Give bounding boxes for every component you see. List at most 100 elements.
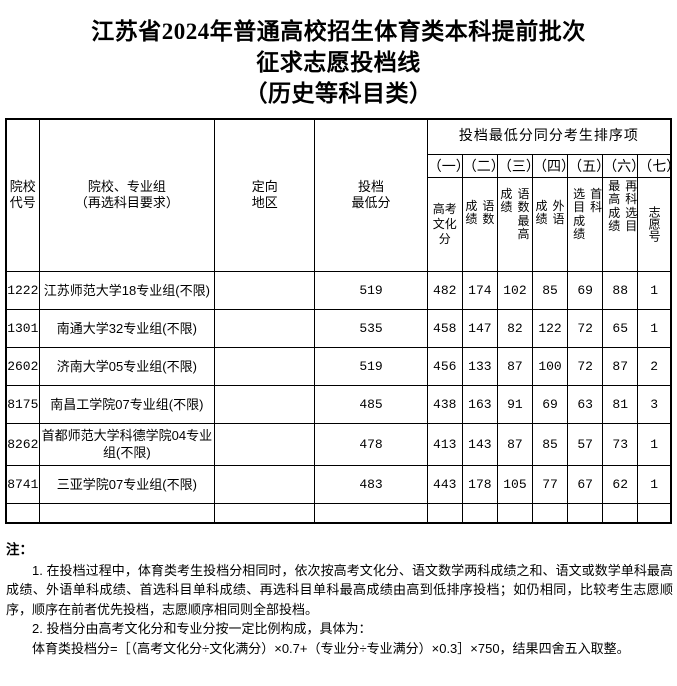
table-row[interactable]: 8262 首都师范大学科德学院04专业组(不限) 478 413 143 87 … bbox=[5, 422, 672, 466]
cell-tiebreak-2: 174 bbox=[461, 270, 498, 310]
note-item-1: 1. 在投档过程中，体育类考生投档分相同时，依次按高考文化分、语文数学两科成绩之… bbox=[6, 562, 673, 617]
th-major-group-l2: （再选科目要求） bbox=[74, 195, 179, 211]
cell-min-score: 483 bbox=[314, 464, 428, 504]
cell-tiebreak-4: 100 bbox=[531, 346, 569, 386]
empty-cell bbox=[461, 502, 498, 524]
cell-region bbox=[214, 346, 316, 386]
cell-tiebreak-1: 443 bbox=[426, 464, 463, 504]
th-sub-2-c1: 语数 bbox=[482, 198, 495, 226]
cell-region bbox=[214, 464, 316, 504]
th-sub-4-c1: 外语 bbox=[552, 198, 565, 226]
th-sub-6-col1: 再科 选目 bbox=[625, 178, 638, 234]
empty-cell bbox=[637, 502, 672, 524]
th-sub-2-c2: 成绩 bbox=[465, 198, 478, 226]
th-sub-7-text: 志愿号 bbox=[647, 206, 662, 242]
th-sub-chinese-math-max: 语数 最高 成绩 bbox=[496, 176, 533, 272]
table-head: 院校 代号 院校、专业组 （再选科目要求） 定向 地区 投档 最低分 bbox=[5, 118, 677, 272]
header-row-romans: （一） （二） （三） （四） （五） （六） （七） bbox=[6, 153, 677, 178]
th-sub-5-c1: 首科 bbox=[590, 186, 603, 214]
th-sub-5-c2: 选目成绩 bbox=[573, 186, 586, 241]
cell-tiebreak-1: 438 bbox=[426, 384, 463, 424]
cell-school-name: 首都师范大学科德学院04专业组(不限) bbox=[38, 422, 216, 466]
cell-tiebreak-7: 3 bbox=[637, 384, 672, 424]
empty-cell bbox=[38, 502, 216, 524]
cell-tiebreak-3: 102 bbox=[496, 270, 533, 310]
empty-cell bbox=[567, 502, 604, 524]
table-row[interactable]: 8175 南昌工学院07专业组(不限) 485 438 163 91 69 63… bbox=[5, 384, 672, 424]
th-sub-3-col1: 语数 最高 bbox=[515, 186, 532, 242]
cell-tiebreak-2: 147 bbox=[461, 308, 498, 348]
cell-tiebreak-2: 178 bbox=[461, 464, 498, 504]
cell-school-code: 8262 bbox=[5, 422, 40, 466]
cell-tiebreak-6: 88 bbox=[602, 270, 639, 310]
note-item-2-formula: 体育类投档分=［（高考文化分÷文化满分）×0.7+（专业分÷专业满分）×0.3］… bbox=[32, 640, 630, 656]
title-line-1: 江苏省2024年普通高校招生体育类本科提前批次 bbox=[91, 19, 586, 44]
cell-school-name: 南通大学32专业组(不限) bbox=[38, 308, 216, 348]
cell-school-name: 江苏师范大学18专业组(不限) bbox=[38, 270, 216, 310]
th-major-group: 院校、专业组 （再选科目要求） bbox=[38, 118, 216, 272]
empty-cell bbox=[426, 502, 463, 524]
table-row[interactable]: 2602 济南大学05专业组(不限) 519 456 133 87 100 72… bbox=[5, 346, 672, 386]
th-sub-4-c2: 成绩 bbox=[535, 198, 548, 226]
th-region-l2: 地区 bbox=[251, 195, 278, 211]
th-school-code: 院校 代号 bbox=[5, 118, 40, 272]
th-tiebreak-group: 投档最低分同分考生排序项 bbox=[426, 118, 672, 155]
table-row-empty bbox=[5, 502, 672, 524]
cell-tiebreak-6: 73 bbox=[602, 422, 639, 466]
th-sub-2-col1: 语数 bbox=[480, 198, 497, 227]
empty-cell bbox=[496, 502, 533, 524]
empty-cell bbox=[531, 502, 569, 524]
cell-tiebreak-3: 87 bbox=[496, 346, 533, 386]
th-sub-6-c1a: 再科 bbox=[625, 178, 638, 206]
cell-tiebreak-3: 91 bbox=[496, 384, 533, 424]
th-sub-3-c2: 成绩 bbox=[500, 186, 513, 214]
cell-tiebreak-3: 87 bbox=[496, 422, 533, 466]
cell-school-code: 2602 bbox=[5, 346, 40, 386]
th-region: 定向 地区 bbox=[214, 118, 316, 272]
cell-tiebreak-4: 85 bbox=[531, 270, 569, 310]
cell-tiebreak-6: 62 bbox=[602, 464, 639, 504]
cell-region bbox=[214, 384, 316, 424]
cell-tiebreak-3: 105 bbox=[496, 464, 533, 504]
table-row[interactable]: 8741 三亚学院07专业组(不限) 483 443 178 105 77 67… bbox=[5, 464, 672, 504]
th-roman-4: （四） bbox=[531, 153, 575, 178]
page-title: 江苏省2024年普通高校招生体育类本科提前批次 征求志愿投档线 （历史等科目类） bbox=[0, 0, 677, 109]
th-sub-1-p1: 高考 bbox=[432, 201, 457, 216]
th-sub-culture-score: 高考 文化 分 bbox=[426, 176, 463, 272]
empty-cell bbox=[5, 502, 40, 524]
th-school-code-l2: 代号 bbox=[9, 195, 36, 211]
cell-tiebreak-1: 458 bbox=[426, 308, 463, 348]
cell-tiebreak-5: 72 bbox=[567, 308, 604, 348]
cell-min-score: 478 bbox=[314, 422, 428, 466]
th-sub-6-c2: 最高成绩 bbox=[608, 178, 621, 233]
cell-tiebreak-7: 1 bbox=[637, 422, 672, 466]
cell-tiebreak-1: 413 bbox=[426, 422, 463, 466]
th-sub-3-c1a: 语数 bbox=[517, 186, 530, 214]
cell-tiebreak-7: 1 bbox=[637, 308, 672, 348]
cell-tiebreak-7: 2 bbox=[637, 346, 672, 386]
th-sub-preference-number: 志愿号 bbox=[637, 176, 672, 272]
cell-tiebreak-5: 69 bbox=[567, 270, 604, 310]
empty-cell bbox=[602, 502, 639, 524]
cell-tiebreak-7: 1 bbox=[637, 270, 672, 310]
cell-tiebreak-2: 143 bbox=[461, 422, 498, 466]
cell-min-score: 485 bbox=[314, 384, 428, 424]
th-roman-2: （二） bbox=[461, 153, 505, 178]
cell-tiebreak-5: 67 bbox=[567, 464, 604, 504]
table-row[interactable]: 1301 南通大学32专业组(不限) 535 458 147 82 122 72… bbox=[5, 308, 672, 348]
th-school-code-l1: 院校 bbox=[9, 179, 36, 195]
table-row[interactable]: 1222 江苏师范大学18专业组(不限) 519 482 174 102 85 … bbox=[5, 270, 672, 310]
cell-region bbox=[214, 308, 316, 348]
cell-tiebreak-6: 81 bbox=[602, 384, 639, 424]
cell-school-code: 8741 bbox=[5, 464, 40, 504]
title-line-3: （历史等科目类） bbox=[244, 81, 433, 106]
th-min-score-l1: 投档 bbox=[358, 179, 385, 195]
th-major-group-l1: 院校、专业组 bbox=[87, 179, 166, 195]
header-row-sublabels: 高考 文化 分 语数 成绩 bbox=[6, 176, 672, 272]
th-sub-5-col1: 首科 bbox=[590, 186, 603, 215]
cell-tiebreak-1: 456 bbox=[426, 346, 463, 386]
cell-tiebreak-1: 482 bbox=[426, 270, 463, 310]
th-min-score-l2: 最低分 bbox=[351, 195, 391, 211]
cell-tiebreak-4: 77 bbox=[531, 464, 569, 504]
